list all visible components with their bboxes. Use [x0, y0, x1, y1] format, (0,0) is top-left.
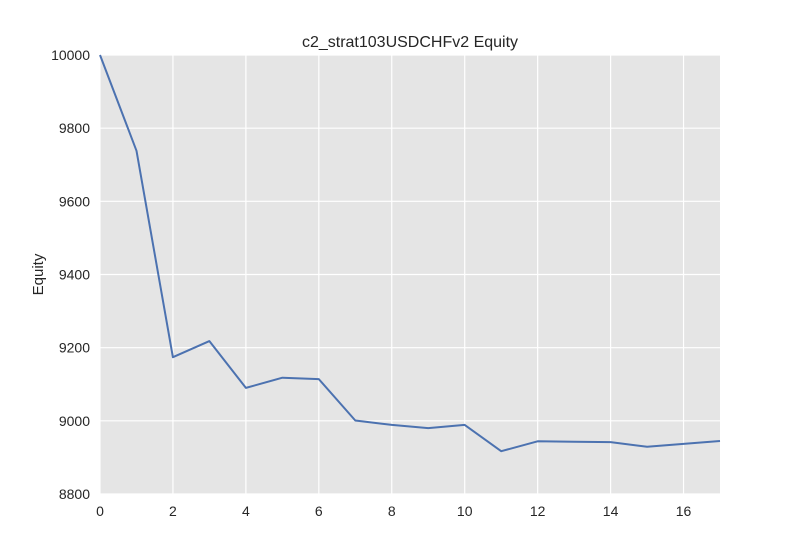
x-tick-label: 6 [315, 503, 323, 519]
x-tick-label: 8 [388, 503, 396, 519]
equity-series-line [99, 54, 721, 453]
y-tick-label: 9000 [59, 413, 90, 429]
y-tick-label: 8800 [59, 486, 90, 502]
y-tick-label: 9400 [59, 267, 90, 283]
grid-lines [99, 54, 720, 495]
y-axis-ticks: 8800 9000 9200 9400 9600 9800 10000 [51, 47, 90, 502]
x-tick-label: 14 [603, 503, 619, 519]
x-tick-label: 12 [530, 503, 546, 519]
x-tick-label: 0 [96, 503, 104, 519]
x-tick-label: 16 [676, 503, 692, 519]
y-tick-label: 9800 [59, 120, 90, 136]
x-tick-label: 4 [242, 503, 250, 519]
series-layer [99, 54, 721, 453]
y-tick-label: 10000 [51, 47, 90, 63]
x-tick-label: 10 [457, 503, 473, 519]
x-axis-ticks: 0 2 4 6 8 10 12 14 16 [96, 503, 691, 519]
chart-title: c2_strat103USDCHFv2 Equity [302, 34, 518, 51]
y-tick-label: 9600 [59, 193, 90, 209]
y-tick-label: 9200 [59, 340, 90, 356]
y-axis-title: Equity [30, 253, 47, 295]
x-tick-label: 2 [169, 503, 177, 519]
